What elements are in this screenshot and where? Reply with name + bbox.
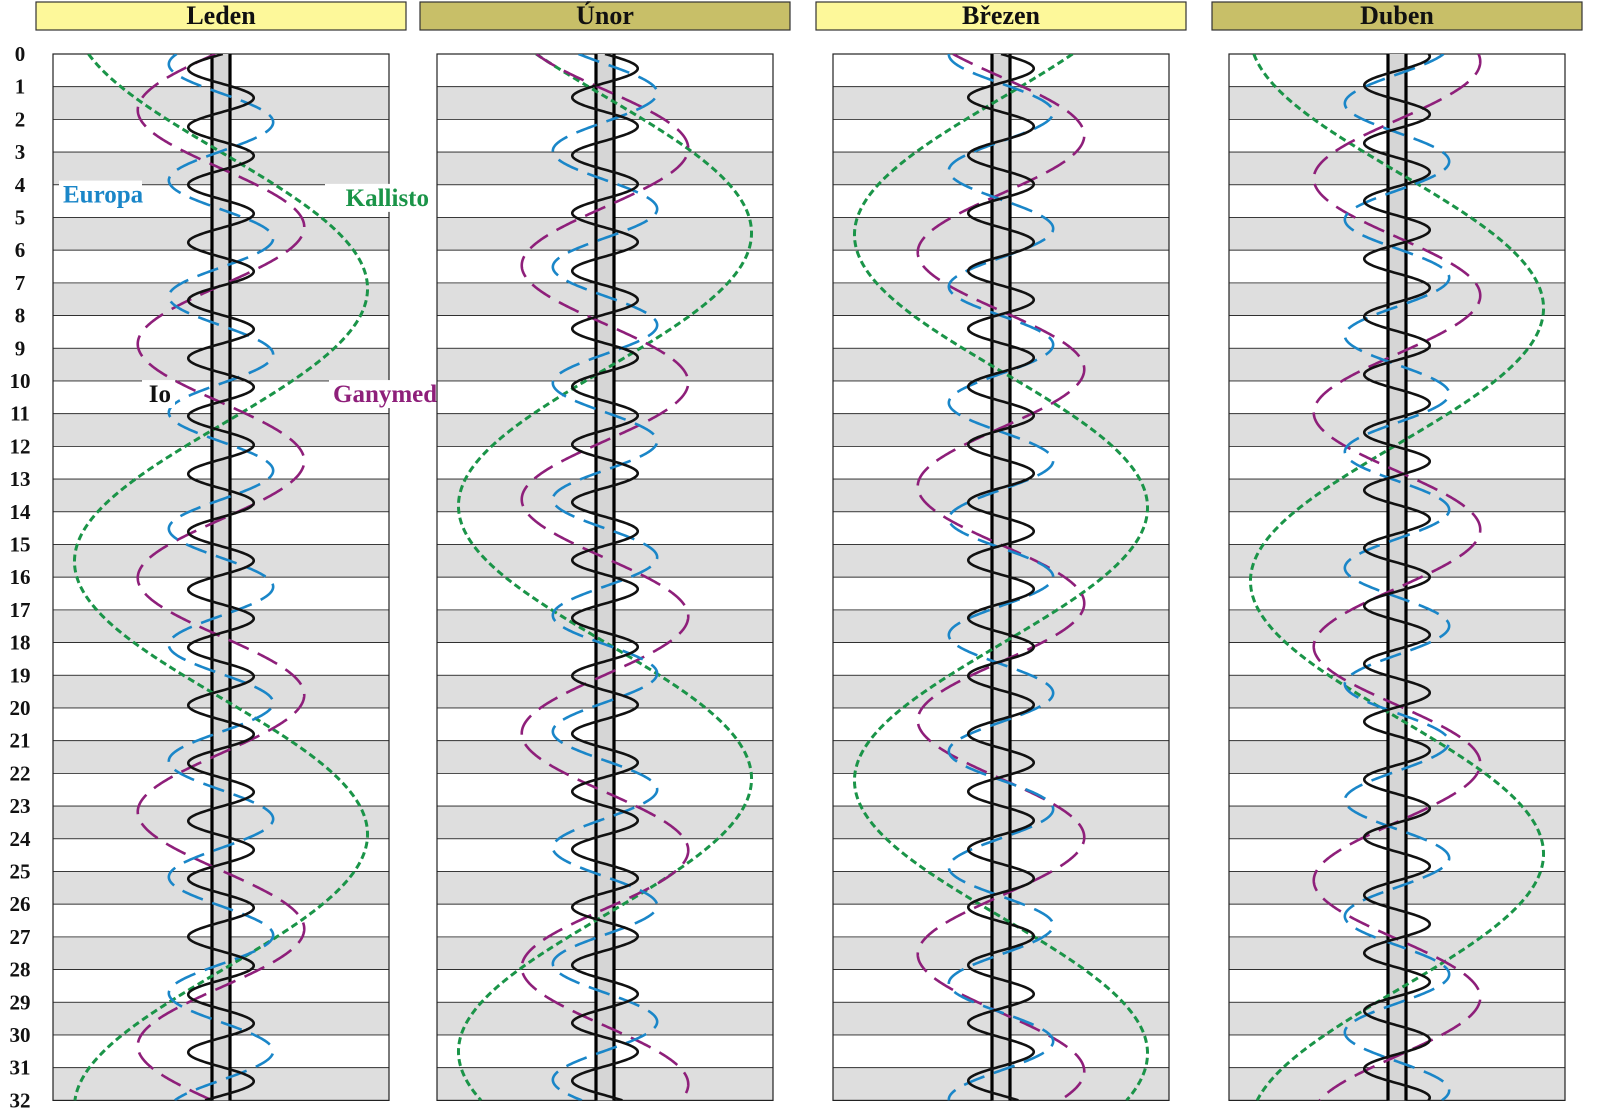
day-tick-label: 7	[15, 271, 26, 295]
day-tick-label: 32	[10, 1088, 31, 1112]
curve-ganymed	[916, 54, 1086, 1101]
day-tick-label: 12	[10, 434, 31, 458]
day-tick-label: 16	[10, 565, 31, 589]
day-tick-label: 15	[10, 533, 31, 557]
day-tick-label: 9	[15, 336, 26, 360]
panel-1: Únor	[419, 1, 791, 1102]
moon-curves	[852, 54, 1150, 1101]
series-label-europa: Europa	[63, 182, 144, 209]
curve-europa	[1343, 54, 1451, 1101]
day-tick-label: 31	[10, 1056, 31, 1080]
label-backdrop	[325, 183, 433, 212]
curve-europa	[947, 54, 1055, 1101]
jupiter-disk	[1388, 54, 1406, 1101]
moon-curves	[72, 54, 370, 1101]
day-tick-label: 25	[10, 860, 31, 884]
day-tick-label: 17	[10, 598, 31, 622]
panel-0: Leden Europa Kallisto Io Ganymed	[35, 1, 437, 1102]
day-tick-label: 8	[15, 304, 26, 328]
day-tick-label: 5	[15, 206, 26, 230]
day-tick-label: 13	[10, 467, 31, 491]
day-tick-label: 24	[10, 827, 32, 851]
month-header	[35, 1, 407, 31]
month-header-label: Březen	[962, 1, 1041, 30]
series-label-kallisto: Kallisto	[346, 185, 429, 212]
day-tick-label: 30	[10, 1023, 31, 1047]
day-tick-label: 23	[10, 794, 31, 818]
panel-3: Duben	[1211, 1, 1583, 1102]
day-tick-label: 19	[10, 663, 31, 687]
day-tick-label: 20	[10, 696, 31, 720]
moon-curves	[456, 54, 754, 1101]
day-tick-label: 28	[10, 958, 31, 982]
panel-2: Březen	[815, 1, 1187, 1102]
curve-kallisto	[72, 54, 370, 1101]
curve-ganymed	[1312, 54, 1482, 1101]
day-tick-label: 29	[10, 990, 31, 1014]
curve-europa	[167, 54, 275, 1101]
day-tick-label: 21	[10, 729, 31, 753]
day-tick-label: 26	[10, 892, 31, 916]
curve-kallisto	[456, 54, 754, 1101]
curve-io	[186, 54, 256, 1101]
month-header-label: Leden	[186, 1, 256, 30]
day-tick-label: 2	[15, 107, 26, 131]
curve-io	[966, 54, 1036, 1101]
curve-ganymed	[136, 54, 306, 1101]
curve-kallisto	[1248, 54, 1546, 1101]
series-label-ganymed: Ganymed	[333, 381, 437, 408]
day-tick-label: 27	[10, 925, 31, 949]
month-panels: Leden Europa Kallisto Io Ganymed Únor Březen Du…	[35, 1, 1583, 1102]
month-header	[815, 1, 1187, 31]
label-backdrop	[142, 380, 175, 409]
curve-io	[1362, 54, 1432, 1101]
day-tick-label: 11	[10, 402, 30, 426]
curve-io	[570, 54, 640, 1101]
month-header-label: Duben	[1360, 1, 1434, 30]
month-header	[1211, 1, 1583, 31]
label-backdrop	[59, 180, 142, 209]
month-header-label: Únor	[576, 1, 634, 30]
curve-ganymed	[520, 54, 690, 1101]
day-tick-label: 4	[15, 173, 26, 197]
day-tick-label: 18	[10, 631, 31, 655]
day-tick-label: 0	[15, 42, 26, 66]
series-label-io: Io	[149, 381, 171, 408]
label-backdrop	[329, 380, 425, 409]
month-header	[419, 1, 791, 31]
day-tick-label: 10	[10, 369, 31, 393]
day-tick-label: 6	[15, 238, 26, 262]
day-tick-label: 3	[15, 140, 26, 164]
moon-curves	[1248, 54, 1546, 1101]
curve-europa	[551, 54, 659, 1101]
day-axis: 0123456789101112131415161718192021222324…	[10, 42, 32, 1112]
day-tick-label: 22	[10, 761, 31, 785]
day-tick-label: 14	[10, 500, 32, 524]
day-tick-label: 1	[15, 75, 26, 99]
